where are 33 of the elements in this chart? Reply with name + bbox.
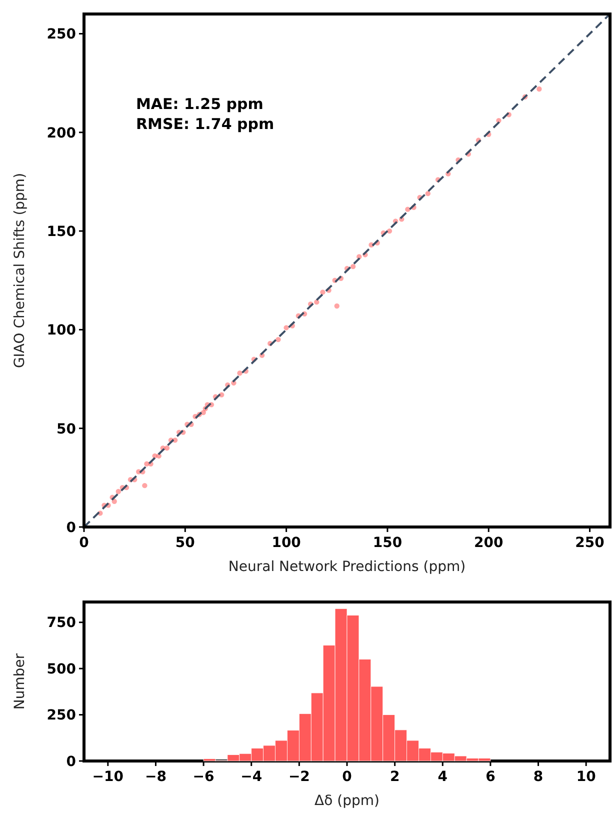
- x-tick-label: 50: [175, 535, 196, 551]
- x-tick-label: 0: [79, 535, 90, 551]
- y-tick-label: 0: [66, 754, 76, 770]
- x-tick-label: 100: [272, 535, 302, 551]
- y-tick-label: 0: [66, 520, 76, 536]
- x-tick-label: 200: [474, 535, 504, 551]
- y-tick-label: 150: [46, 224, 76, 240]
- x-tick-label: 0: [342, 769, 352, 785]
- x-tick-label: −10: [92, 769, 124, 785]
- y-tick-label: 50: [56, 421, 76, 438]
- y-tick-label: 500: [46, 661, 76, 678]
- annotation: RMSE: 1.74 ppm: [136, 115, 274, 133]
- y-tick-label: 100: [46, 322, 76, 339]
- x-tick-label: −8: [144, 769, 166, 785]
- x-tick-label: −4: [240, 769, 262, 785]
- y-tick-label: 750: [46, 615, 76, 632]
- x-tick-label: −6: [192, 769, 214, 785]
- y-tick-label: 250: [46, 708, 76, 724]
- x-tick-label: 2: [390, 769, 400, 785]
- x-tick-label: 10: [576, 769, 596, 785]
- x-tick-label: 250: [575, 535, 605, 551]
- y-axis-title: GIAO Chemical Shifts (ppm): [12, 172, 28, 368]
- y-tick-label: 250: [46, 26, 76, 43]
- x-tick-label: 6: [486, 769, 496, 785]
- x-tick-label: 4: [438, 769, 448, 785]
- x-tick-label: −2: [288, 769, 310, 785]
- x-axis-title: Δδ (ppm): [314, 793, 380, 809]
- x-tick-label: 150: [372, 535, 402, 551]
- y-axis-title: Number: [12, 653, 28, 710]
- x-tick-label: 8: [533, 769, 544, 785]
- x-axis-title: Neural Network Predictions (ppm): [228, 559, 466, 575]
- y-tick-label: 200: [46, 125, 76, 142]
- annotation: MAE: 1.25 ppm: [136, 95, 264, 113]
